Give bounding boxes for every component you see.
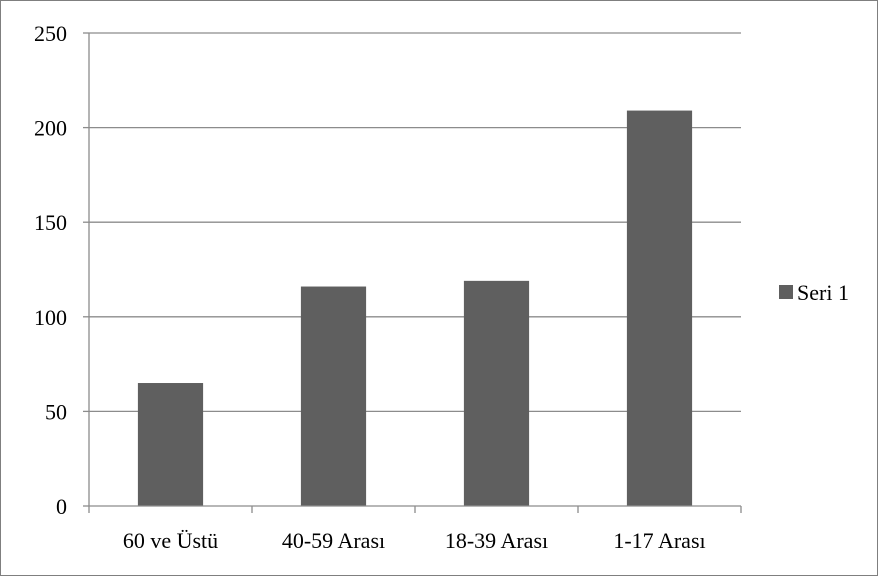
y-tick-label-100: 100	[34, 305, 67, 330]
x-tick-label-2: 40-59 Arası	[282, 528, 385, 553]
bar-3	[463, 280, 530, 506]
y-tick-labels: 0 50 100 150 200 250	[34, 21, 67, 519]
y-tick-label-50: 50	[45, 399, 67, 424]
legend: Seri 1	[779, 280, 849, 305]
y-tick-label-150: 150	[34, 210, 67, 235]
axes	[83, 32, 742, 513]
x-tick-label-3: 18-39 Arası	[445, 528, 548, 553]
bars	[137, 110, 693, 507]
legend-label-seri-1: Seri 1	[797, 280, 849, 305]
x-tick-label-1: 60 ve Üstü	[123, 528, 218, 553]
legend-swatch	[779, 285, 793, 299]
bar-4	[626, 110, 693, 507]
bar-1	[137, 383, 204, 506]
x-tick-label-4: 1-17 Arası	[613, 528, 705, 553]
y-tick-label-200: 200	[34, 116, 67, 141]
y-tick-label-250: 250	[34, 21, 67, 46]
x-tick-labels: 60 ve Üstü 40-59 Arası 18-39 Arası 1-17 Ara…	[123, 528, 706, 553]
bar-2	[300, 286, 367, 506]
y-tick-label-0: 0	[56, 494, 67, 519]
